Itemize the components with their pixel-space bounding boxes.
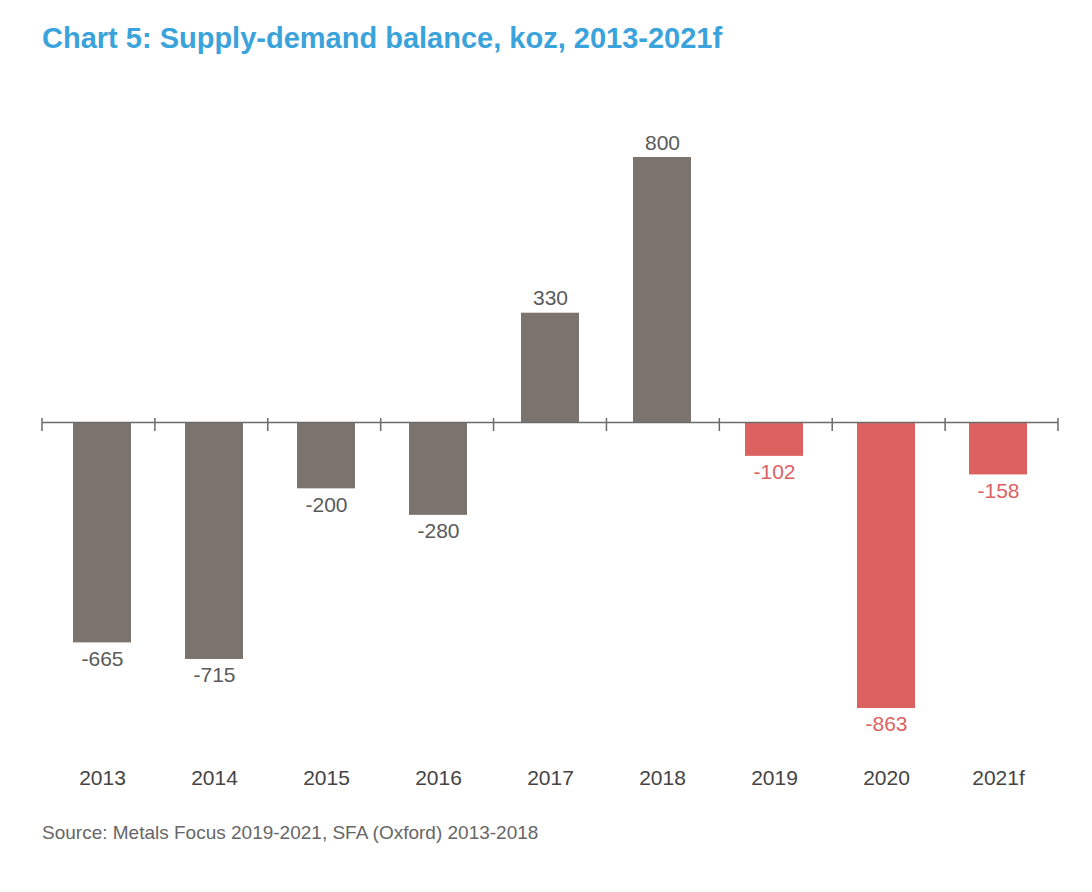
svg-text:330: 330: [533, 286, 568, 309]
svg-text:2016: 2016: [415, 766, 462, 789]
svg-text:-715: -715: [193, 663, 235, 686]
svg-text:-158: -158: [977, 479, 1019, 502]
svg-text:-102: -102: [753, 460, 795, 483]
svg-text:2018: 2018: [639, 766, 686, 789]
html-text:Chart 5: Supply-demand balance: Chart 5: Supply-demand balance, koz, 201…: [42, 22, 723, 54]
html-text:Source: Metals Focus 2019-2021: Source: Metals Focus 2019-2021, SFA (Oxf…: [42, 822, 539, 843]
svg-text:2021f: 2021f: [972, 766, 1025, 789]
svg-text:800: 800: [645, 131, 680, 154]
svg-text:2019: 2019: [751, 766, 798, 789]
svg-text:2017: 2017: [527, 766, 574, 789]
svg-text:-280: -280: [417, 519, 459, 542]
svg-text:-863: -863: [865, 712, 907, 735]
svg-text:-200: -200: [305, 493, 347, 516]
svg-text:2015: 2015: [303, 766, 350, 789]
svg-text:2014: 2014: [191, 766, 238, 789]
svg-text:-665: -665: [81, 647, 123, 670]
svg-text:2020: 2020: [863, 766, 910, 789]
svg-text:2013: 2013: [79, 766, 126, 789]
